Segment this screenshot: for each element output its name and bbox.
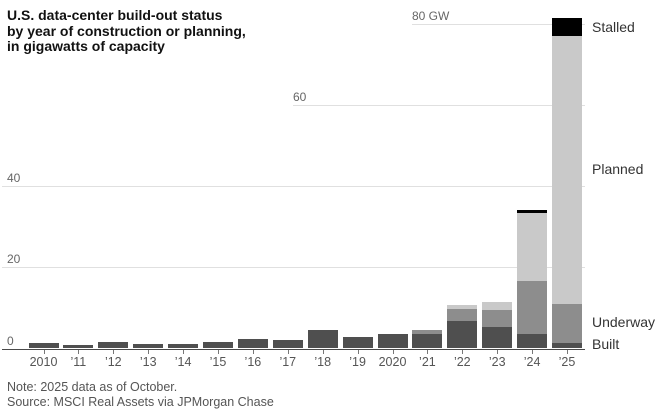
bar-21-built [412,333,443,349]
bar-25-planned [552,36,582,304]
x-label-15: ’15 [209,355,227,369]
x-tick-2010 [43,350,45,354]
x-tick-24 [532,350,534,354]
chart-source: Source: MSCI Real Assets via JPMorgan Ch… [7,395,274,409]
legend-label-built: Built [592,336,620,352]
x-label-2020: 2020 [378,355,407,369]
x-tick-18 [322,350,324,354]
bar-18-built [307,330,338,349]
bar-13-built [133,343,164,349]
x-label-12: ’12 [104,355,122,369]
bar-23-planned [482,301,513,310]
x-axis-line [2,348,585,350]
bar-24-underway [517,280,548,335]
chart-title: U.S. data-center build-out status by yea… [7,7,307,55]
y-tick-label-20: 20 [7,252,21,267]
x-label-25: ’25 [558,355,576,369]
bar-2010-built [28,343,59,349]
x-tick-25 [567,350,568,354]
bar-25-stalled [552,17,582,37]
x-tick-2020 [392,350,394,354]
x-label-14: ’14 [174,355,192,369]
bar-24-stalled [517,210,548,214]
chart-title-line3: in gigawatts of capacity [7,38,165,54]
x-label-11: ’11 [70,355,87,369]
x-tick-15 [218,350,219,354]
x-tick-14 [183,350,185,354]
bar-19-built [342,337,373,349]
bar-22-built [447,320,478,349]
bar-17-built [272,340,303,349]
x-tick-23 [497,350,499,354]
bar-15-built [203,341,233,349]
x-tick-11 [78,350,80,354]
bar-14-built [168,344,199,349]
bar-22-underway [447,308,478,321]
chart-note: Note: 2025 data as of October. [7,380,178,394]
bar-23-underway [482,309,513,327]
legend-label-stalled: Stalled [592,19,635,35]
bar-21-underway [412,329,443,334]
x-tick-13 [148,350,150,354]
gridline-40 [2,186,585,188]
x-label-13: ’13 [139,355,157,369]
bar-22-planned [447,305,478,309]
legend-label-planned: Planned [592,161,644,177]
y-tick-label-0: 0 [7,333,14,348]
x-label-18: ’18 [314,355,332,369]
x-tick-17 [287,350,289,354]
x-tick-12 [113,350,115,354]
x-label-24: ’24 [523,355,541,369]
chart-title-line2: by year of construction or planning, [7,22,246,39]
bar-25-built [552,343,582,349]
x-label-22: ’22 [453,355,471,369]
x-label-23: ’23 [488,355,506,369]
x-tick-22 [462,350,464,354]
y-tick-label-40: 40 [7,171,21,186]
x-label-19: ’19 [349,355,366,369]
y-tick-label-60: 60 [293,90,307,105]
bar-25-underway [552,303,582,344]
bar-24-built [517,334,548,349]
x-label-16: ’16 [244,355,262,369]
gridline-60 [293,105,585,107]
bar-16-built [237,339,268,349]
y-tick-label-80: 80 GW [412,9,450,24]
bar-23-built [482,326,513,349]
gridline-80 [412,24,585,26]
chart-title-line1: U.S. data-center build-out status [7,7,223,23]
x-tick-21 [427,350,429,354]
bar-24-planned [517,213,548,281]
x-tick-16 [252,350,254,354]
bar-12-built [98,342,129,349]
x-label-2010: 2010 [29,355,58,369]
gridline-20 [2,267,585,269]
bar-2020-built [377,334,408,349]
x-label-17: ’17 [279,355,297,369]
x-label-21: ’21 [419,355,436,369]
legend-label-underway: Underway [592,314,656,330]
bar-11-built [63,344,94,349]
x-tick-19 [357,350,359,354]
